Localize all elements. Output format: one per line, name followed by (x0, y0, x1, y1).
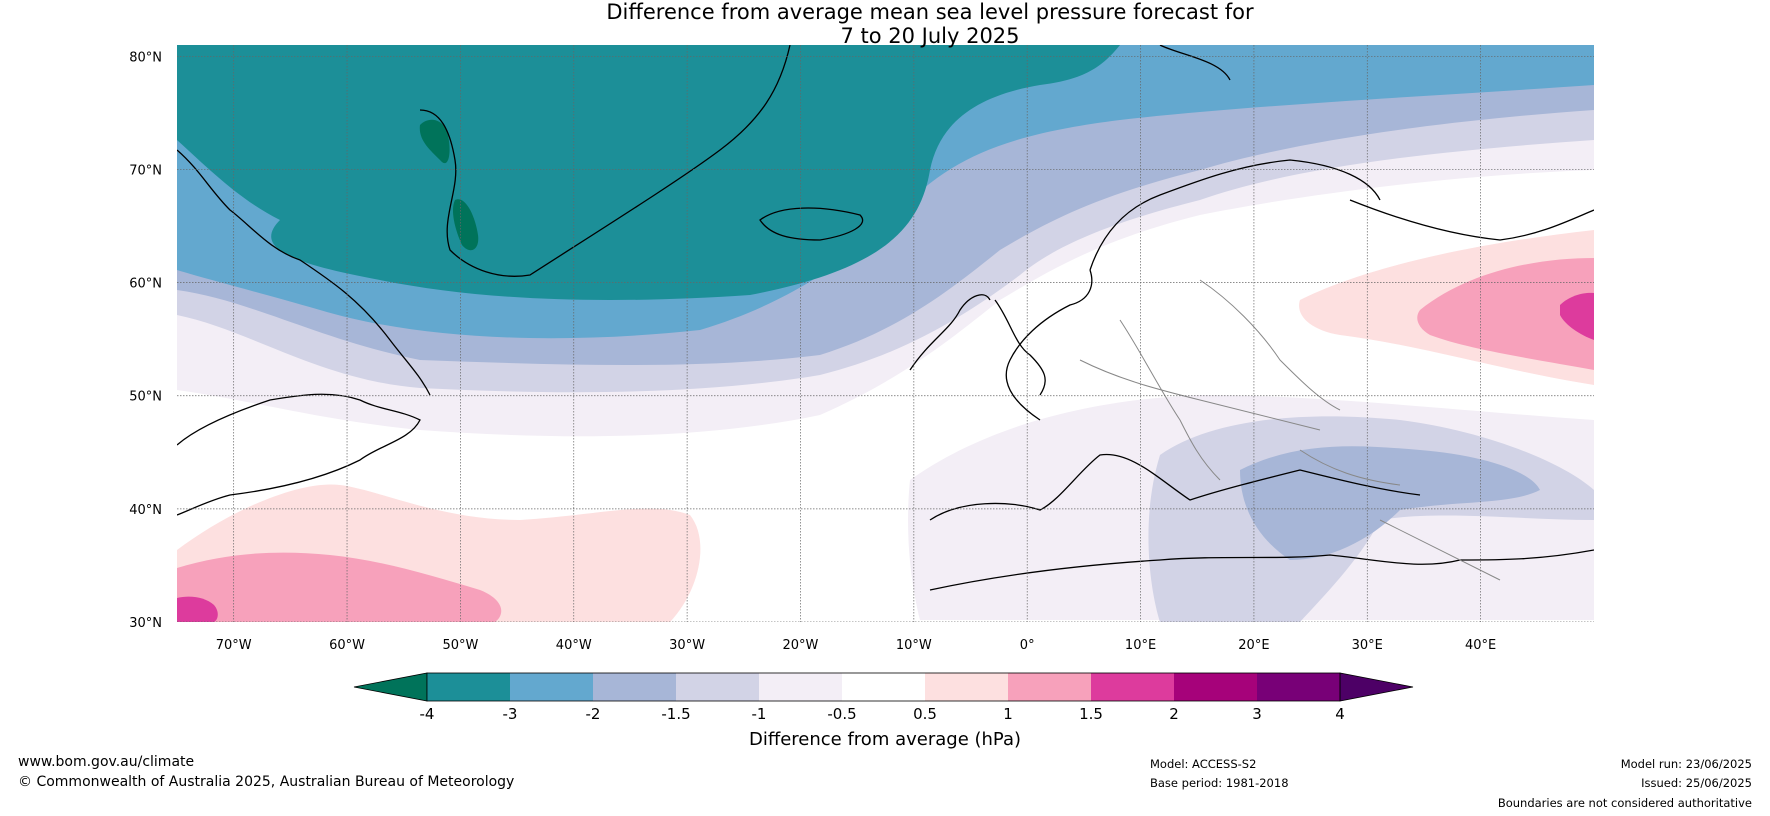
latitude-tick-label: 30°N (129, 616, 162, 631)
band-minus-4-west (419, 119, 450, 164)
colorbar-labels: -4 -3 -2 -1.5 -1 -0.5 0.5 1 1.5 2 3 4 (420, 705, 1345, 723)
colorbar-tick-label: 2 (1169, 705, 1179, 723)
colorbar-tick-label: 3 (1252, 705, 1262, 723)
model-run-text: Model run: 23/06/2025 (1620, 757, 1752, 771)
disclaimer-text: Boundaries are not considered authoritat… (1497, 796, 1752, 810)
issued-text: Issued: 25/06/2025 (1641, 776, 1752, 790)
latitude-tick-label: 50°N (129, 390, 162, 405)
longitude-tick-label: 30°E (1352, 638, 1383, 653)
longitude-tick-label: 60°W (329, 638, 365, 653)
colorbar-tick-label: -1 (752, 705, 767, 723)
coastlines (177, 45, 1594, 591)
colorbar-swatch (1091, 673, 1174, 701)
longitude-tick-label: 70°W (216, 638, 252, 653)
band-plus-1-5-russia (1560, 292, 1594, 340)
website-link[interactable]: www.bom.gov.au/climate (18, 754, 195, 770)
colorbar-swatch (1174, 673, 1257, 701)
longitude-tick-label: 10°E (1125, 638, 1156, 653)
colorbar-title: Difference from average (hPa) (749, 729, 1021, 750)
colorbar-extend-high (1339, 672, 1414, 702)
longitude-tick-label: 50°W (442, 638, 478, 653)
model-text: Model: ACCESS-S2 (1150, 757, 1257, 771)
colorbar (353, 672, 1414, 702)
longitude-tick-label: 30°W (669, 638, 705, 653)
band-minus-1-5-europe (1240, 446, 1540, 560)
colorbar-swatch (593, 673, 676, 701)
map-title: Difference from average mean sea level p… (0, 0, 1770, 48)
colorbar-tick-label: 1 (1003, 705, 1013, 723)
colorbar-tick-label: -3 (503, 705, 518, 723)
title-line-2: 7 to 20 July 2025 (840, 24, 1020, 48)
copyright-text: © Commonwealth of Australia 2025, Austra… (18, 774, 515, 790)
longitude-tick-label: 40°E (1465, 638, 1496, 653)
colorbar-swatch (759, 673, 842, 701)
longitude-tick-label: 0° (1020, 638, 1035, 653)
latitude-tick-label: 60°N (129, 277, 162, 292)
colorbar-swatch (842, 673, 925, 701)
latitude-labels: 80°N 70°N 60°N 50°N 40°N 30°N (129, 50, 162, 631)
colorbar-tick-label: -0.5 (827, 705, 856, 723)
anomaly-field (177, 45, 1594, 622)
band-minus-3 (177, 45, 1120, 300)
base-period-text: Base period: 1981-2018 (1150, 776, 1289, 790)
longitude-labels: 70°W 60°W 50°W 40°W 30°W 20°W 10°W 0° 10°E 20°E 30… (216, 638, 1497, 653)
gridlines (177, 45, 1594, 622)
colorbar-tick-label: 1.5 (1079, 705, 1103, 723)
colorbar-swatch (510, 673, 593, 701)
colorbar-swatch (925, 673, 1008, 701)
longitude-tick-label: 20°E (1238, 638, 1269, 653)
colorbar-extend-low (353, 672, 428, 702)
colorbar-tick-label: -4 (420, 705, 435, 723)
colorbar-swatch (427, 673, 510, 701)
band-plus-1-russia (1417, 258, 1594, 370)
colorbar-tick-label: 0.5 (913, 705, 937, 723)
title-line-1: Difference from average mean sea level p… (606, 0, 1254, 24)
colorbar-tick-label: -1.5 (661, 705, 690, 723)
colorbar-swatch (1257, 673, 1340, 701)
colorbar-tick-label: -2 (586, 705, 601, 723)
band-plus-1-atlantic (177, 552, 502, 622)
band-plus-1-5-atlantic (177, 596, 218, 622)
longitude-tick-label: 20°W (783, 638, 819, 653)
latitude-tick-label: 40°N (129, 503, 162, 518)
colorbar-swatch (676, 673, 759, 701)
colorbar-frame (426, 672, 1341, 702)
latitude-tick-label: 70°N (129, 163, 162, 178)
longitude-tick-label: 10°W (896, 638, 932, 653)
colorbar-tick-label: 4 (1335, 705, 1345, 723)
band-minus-4-greenland (452, 199, 479, 251)
longitude-tick-label: 40°W (556, 638, 592, 653)
colorbar-swatch (1008, 673, 1091, 701)
borders (1079, 279, 1501, 581)
latitude-tick-label: 80°N (129, 50, 162, 65)
